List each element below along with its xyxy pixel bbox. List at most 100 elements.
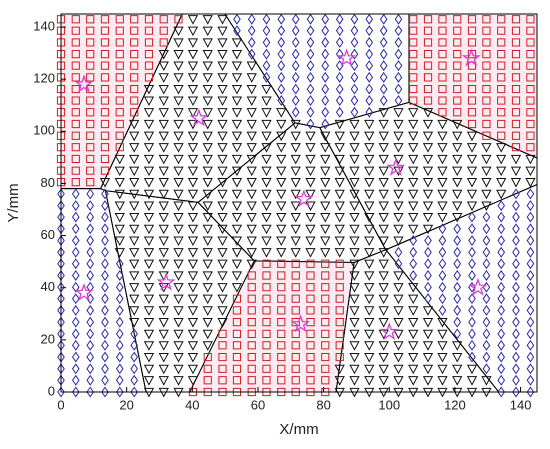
grid-marker: [262, 60, 271, 72]
grid-marker: [525, 178, 536, 188]
grid-marker: [261, 119, 272, 130]
grid-marker: [276, 143, 287, 153]
grid-marker: [247, 13, 256, 25]
grid-marker: [187, 143, 199, 153]
grid-marker: [86, 200, 95, 212]
grid-marker: [409, 61, 418, 70]
grid-marker: [321, 118, 330, 130]
grid-marker: [114, 201, 125, 212]
grid-marker: [393, 283, 404, 293]
grid-marker: [496, 154, 507, 165]
grid-marker: [409, 235, 418, 247]
grid-marker: [276, 178, 287, 188]
grid-marker: [86, 61, 95, 70]
grid-marker: [173, 236, 184, 246]
grid-marker: [511, 84, 521, 94]
grid-marker: [511, 15, 521, 24]
grid-marker: [277, 95, 286, 107]
grid-marker: [217, 50, 228, 60]
grid-marker: [217, 318, 228, 328]
grid-marker: [365, 106, 374, 118]
grid-marker: [305, 154, 316, 165]
grid-marker: [409, 269, 418, 281]
grid-marker: [71, 223, 80, 235]
grid-marker: [290, 166, 301, 177]
grid-marker: [277, 318, 286, 327]
grid-marker: [247, 306, 256, 315]
grid-marker: [365, 48, 374, 60]
grid-marker: [202, 154, 213, 165]
grid-marker: [202, 84, 213, 95]
grid-marker: [394, 60, 403, 72]
grid-marker: [144, 15, 154, 24]
grid-marker: [409, 258, 418, 270]
grid-marker: [277, 306, 286, 315]
grid-marker: [231, 108, 243, 118]
grid-marker: [393, 131, 404, 142]
grid-marker: [173, 259, 184, 270]
grid-marker: [497, 50, 506, 59]
grid-marker: [217, 236, 228, 246]
grid-marker: [349, 259, 360, 270]
grid-marker: [143, 329, 155, 340]
grid-marker: [217, 96, 228, 107]
grid-marker: [277, 329, 286, 338]
grid-marker: [378, 212, 389, 223]
grid-marker: [262, 364, 271, 373]
grid-marker: [453, 84, 462, 94]
grid-marker: [231, 271, 243, 281]
grid-marker: [71, 119, 80, 129]
grid-marker: [393, 329, 404, 340]
grid-marker: [423, 26, 433, 35]
grid-marker: [101, 316, 109, 328]
grid-marker: [512, 316, 520, 328]
grid-marker: [143, 283, 155, 293]
grid-marker: [217, 189, 228, 200]
grid-marker: [218, 387, 227, 397]
grid-marker: [364, 119, 375, 130]
grid-marker: [306, 376, 315, 385]
grid-marker: [306, 71, 315, 83]
grid-marker: [187, 96, 199, 107]
grid-marker: [86, 223, 95, 235]
grid-marker: [320, 178, 331, 188]
grid-marker: [202, 248, 213, 258]
grid-marker: [438, 50, 447, 59]
grid-marker: [334, 131, 345, 142]
grid-marker: [497, 328, 506, 340]
grid-marker: [144, 38, 154, 47]
grid-marker: [130, 73, 139, 82]
grid-marker: [467, 96, 477, 105]
grid-marker: [246, 119, 257, 130]
grid-marker: [277, 259, 286, 268]
grid-marker: [101, 281, 109, 293]
grid-marker: [306, 48, 315, 60]
grid-marker: [320, 154, 331, 165]
grid-marker: [158, 178, 169, 188]
grid-marker: [217, 178, 228, 188]
grid-marker: [187, 352, 199, 363]
grid-marker: [262, 341, 271, 350]
grid-marker: [453, 269, 462, 281]
grid-marker: [233, 25, 241, 37]
grid-marker: [262, 352, 271, 362]
grid-marker: [86, 304, 95, 316]
grid-marker: [71, 293, 80, 305]
grid-marker: [86, 246, 95, 258]
grid-marker: [231, 212, 243, 223]
grid-marker: [187, 318, 199, 328]
grid-marker: [71, 281, 80, 293]
grid-marker: [202, 61, 213, 72]
grid-marker: [321, 306, 330, 315]
grid-marker: [438, 293, 447, 305]
grid-marker: [468, 246, 476, 258]
grid-marker: [335, 106, 344, 118]
grid-marker: [129, 236, 140, 246]
grid-marker: [422, 189, 434, 200]
grid-marker: [277, 294, 286, 303]
grid-marker: [378, 271, 389, 281]
grid-marker: [467, 38, 477, 47]
grid-marker: [321, 341, 330, 350]
grid-marker: [526, 73, 535, 82]
grid-marker: [497, 293, 506, 305]
